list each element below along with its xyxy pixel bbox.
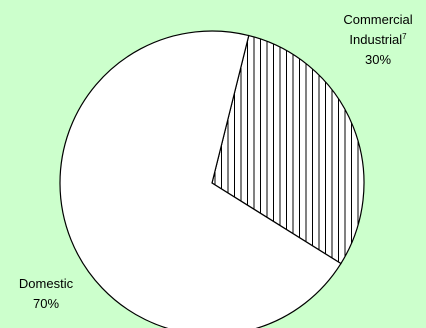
commercial-label: Commercial [343, 12, 413, 27]
domestic-label: Domestic [18, 276, 74, 291]
slice-label-domestic: Domestic 70% [10, 274, 82, 314]
industrial-label: Industrial7 [349, 32, 407, 47]
footnote-marker: 7 [402, 32, 407, 41]
domestic-percent: 70% [32, 296, 60, 311]
slice-label-commercial: Commercial Industrial7 30% [338, 10, 418, 70]
pie-slice-domestic [59, 30, 342, 328]
commercial-percent: 30% [364, 52, 392, 67]
